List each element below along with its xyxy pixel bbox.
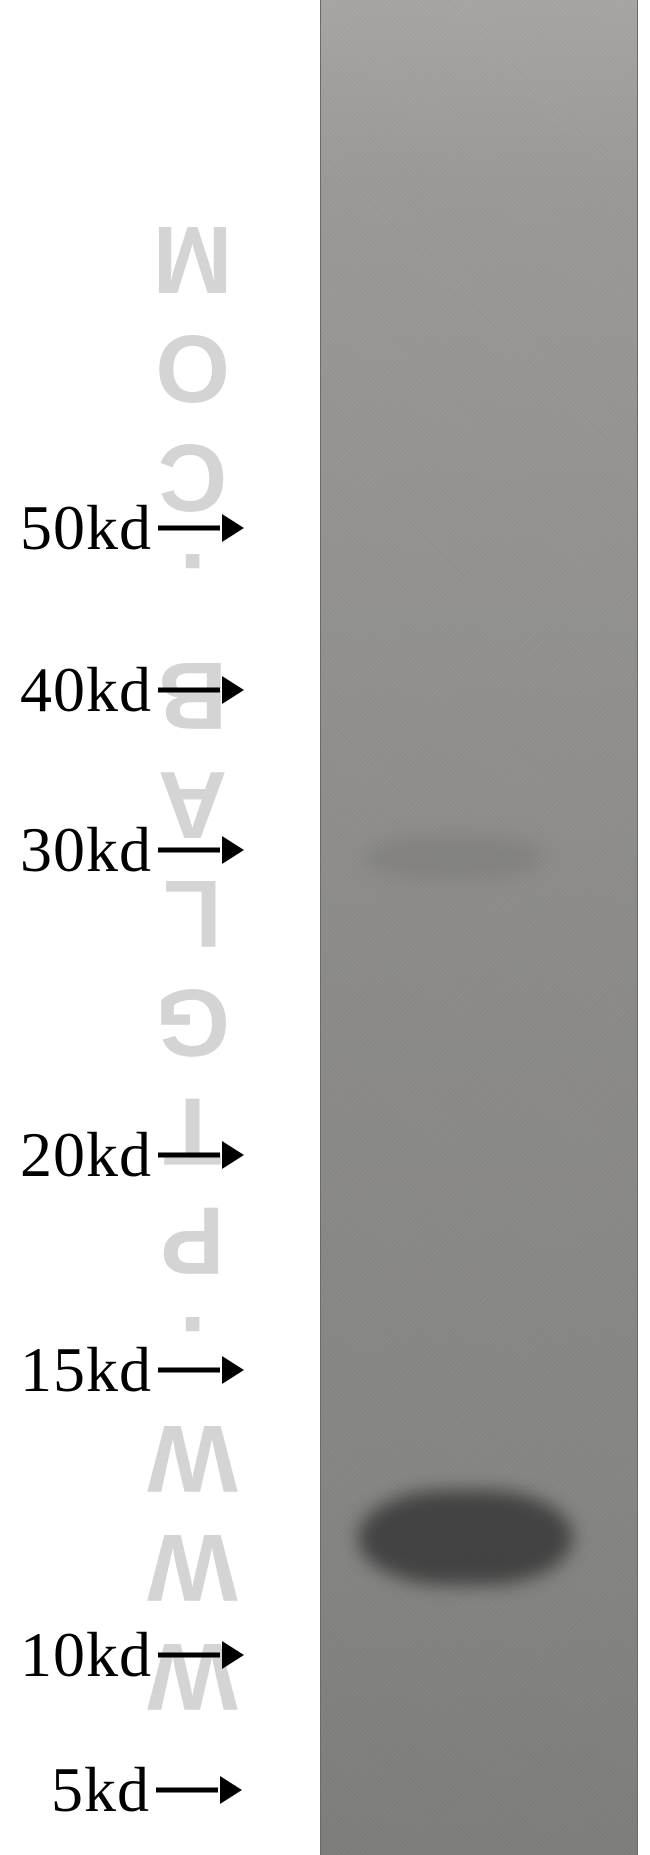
marker-label: 5kd — [51, 1753, 150, 1827]
marker-row: 10kd — [20, 1623, 242, 1687]
arrow-icon — [156, 1776, 240, 1804]
marker-label: 40kd — [20, 653, 152, 727]
arrow-icon — [158, 1356, 242, 1384]
watermark-text: WWW.PTGLAB.COM — [138, 130, 248, 1730]
marker-row: 5kd — [51, 1758, 240, 1822]
arrow-icon — [158, 1141, 242, 1169]
marker-label: 50kd — [20, 491, 152, 565]
marker-row: 20kd — [20, 1123, 242, 1187]
marker-row: 15kd — [20, 1338, 242, 1402]
arrow-icon — [158, 836, 242, 864]
protein-band — [365, 835, 545, 880]
arrow-icon — [158, 514, 242, 542]
arrow-icon — [158, 676, 242, 704]
marker-label: 10kd — [20, 1618, 152, 1692]
marker-label: 15kd — [20, 1333, 152, 1407]
marker-row: 30kd — [20, 818, 242, 882]
marker-label: 20kd — [20, 1118, 152, 1192]
marker-label: 30kd — [20, 813, 152, 887]
marker-row: 40kd — [20, 658, 242, 722]
arrow-icon — [158, 1641, 242, 1669]
marker-row: 50kd — [20, 496, 242, 560]
protein-band — [358, 1490, 573, 1585]
